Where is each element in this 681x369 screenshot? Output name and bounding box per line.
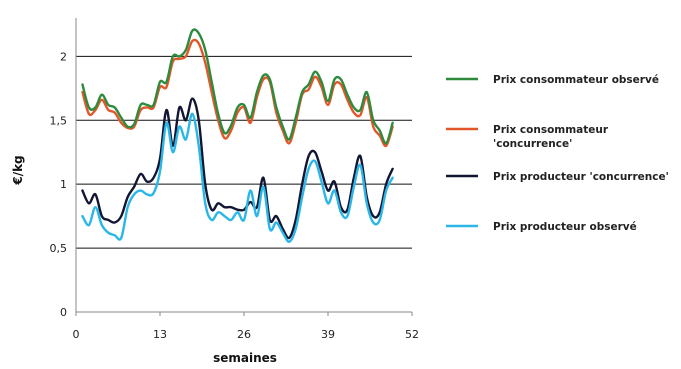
y-tick-label: 1,5 (50, 114, 68, 127)
legend-label: Prix consommateur observé (493, 74, 659, 86)
x-tick-label: 26 (237, 328, 251, 341)
series-line (81, 38, 394, 148)
y-tick-label: 0 (60, 306, 67, 319)
series-line (81, 112, 394, 243)
legend-label: Prix producteur observé (493, 221, 637, 233)
x-tick-labels: 0 13 26 39 52 (73, 312, 419, 341)
legend-label: 'concurrence' (493, 138, 572, 150)
series-lines (81, 28, 394, 243)
x-tick-label: 39 (321, 328, 335, 341)
y-tick-label: 1 (60, 178, 67, 191)
series-line (81, 28, 394, 145)
y-axis-label: €/kg (11, 155, 25, 185)
y-tick-label: 0,5 (50, 242, 68, 255)
series-line (81, 97, 394, 240)
x-tick-label: 13 (153, 328, 167, 341)
x-tick-label: 52 (405, 328, 419, 341)
y-tick-label: 2 (60, 50, 67, 63)
legend-label: Prix consommateur (493, 124, 609, 136)
legend: Prix consommateur observé Prix consommate… (446, 74, 669, 233)
grid-lines (76, 55, 412, 249)
y-tick-labels: 0 0,5 1 1,5 2 (50, 50, 68, 319)
x-tick-label: 0 (73, 328, 80, 341)
legend-label: Prix producteur 'concurrence' (493, 171, 669, 183)
x-axis-label: semaines (213, 351, 277, 365)
